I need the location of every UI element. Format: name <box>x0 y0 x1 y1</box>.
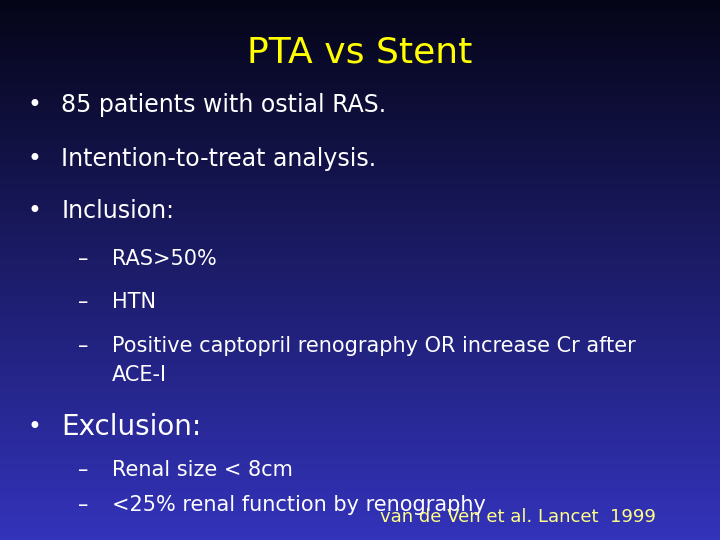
Text: 85 patients with ostial RAS.: 85 patients with ostial RAS. <box>61 93 387 117</box>
Text: •: • <box>27 93 42 117</box>
Text: –: – <box>78 335 88 356</box>
Text: <25% renal function by renography: <25% renal function by renography <box>112 495 485 515</box>
Text: –: – <box>78 460 88 480</box>
Text: RAS>50%: RAS>50% <box>112 249 216 269</box>
Text: –: – <box>78 249 88 269</box>
Text: •: • <box>27 415 42 438</box>
Text: •: • <box>27 147 42 171</box>
Text: –: – <box>78 292 88 313</box>
Text: Intention-to-treat analysis.: Intention-to-treat analysis. <box>61 147 377 171</box>
Text: Inclusion:: Inclusion: <box>61 199 174 222</box>
Text: ACE-I: ACE-I <box>112 365 166 386</box>
Text: –: – <box>78 495 88 515</box>
Text: HTN: HTN <box>112 292 156 313</box>
Text: Positive captopril renography OR increase Cr after: Positive captopril renography OR increas… <box>112 335 635 356</box>
Text: Exclusion:: Exclusion: <box>61 413 202 441</box>
Text: van de Ven et al. Lancet  1999: van de Ven et al. Lancet 1999 <box>380 509 657 526</box>
Text: •: • <box>27 199 42 222</box>
Text: Renal size < 8cm: Renal size < 8cm <box>112 460 292 480</box>
Text: PTA vs Stent: PTA vs Stent <box>247 35 473 69</box>
